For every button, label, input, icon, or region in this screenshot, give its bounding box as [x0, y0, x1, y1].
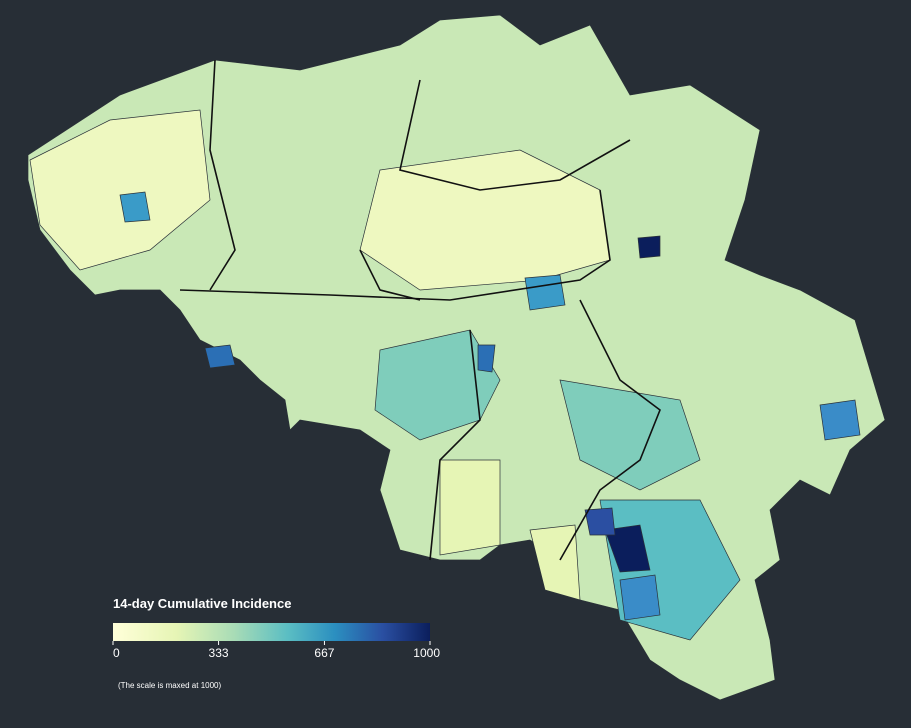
- province-border: [429, 329, 481, 561]
- region: [29, 109, 211, 271]
- region: [524, 274, 566, 311]
- region: [529, 524, 581, 601]
- color-scale: [113, 623, 430, 641]
- province-border: [559, 299, 661, 561]
- region: [637, 235, 661, 259]
- region: [359, 149, 611, 291]
- province-border: [209, 59, 236, 291]
- province-border: [399, 79, 631, 191]
- region: [119, 191, 151, 223]
- scale-tick-label: 0: [113, 646, 120, 660]
- legend-title: 14-day Cumulative Incidence: [113, 596, 291, 611]
- region: [619, 574, 661, 621]
- country: [27, 14, 886, 701]
- note: (The scale is maxed at 1000): [118, 681, 221, 690]
- region: [584, 507, 616, 536]
- legend: 14-day Cumulative Incidence (The scale i…: [112, 596, 440, 690]
- province-border: [359, 249, 421, 301]
- region: [204, 344, 236, 369]
- region: [439, 459, 501, 556]
- region: [477, 344, 496, 373]
- province-border: [179, 189, 611, 301]
- region: [604, 524, 651, 573]
- scale-tick-label: 333: [209, 646, 229, 660]
- scale-tick-label: 667: [314, 646, 334, 660]
- region: [559, 379, 701, 491]
- region: [819, 399, 861, 441]
- scale-tick-label: 1000: [413, 646, 440, 660]
